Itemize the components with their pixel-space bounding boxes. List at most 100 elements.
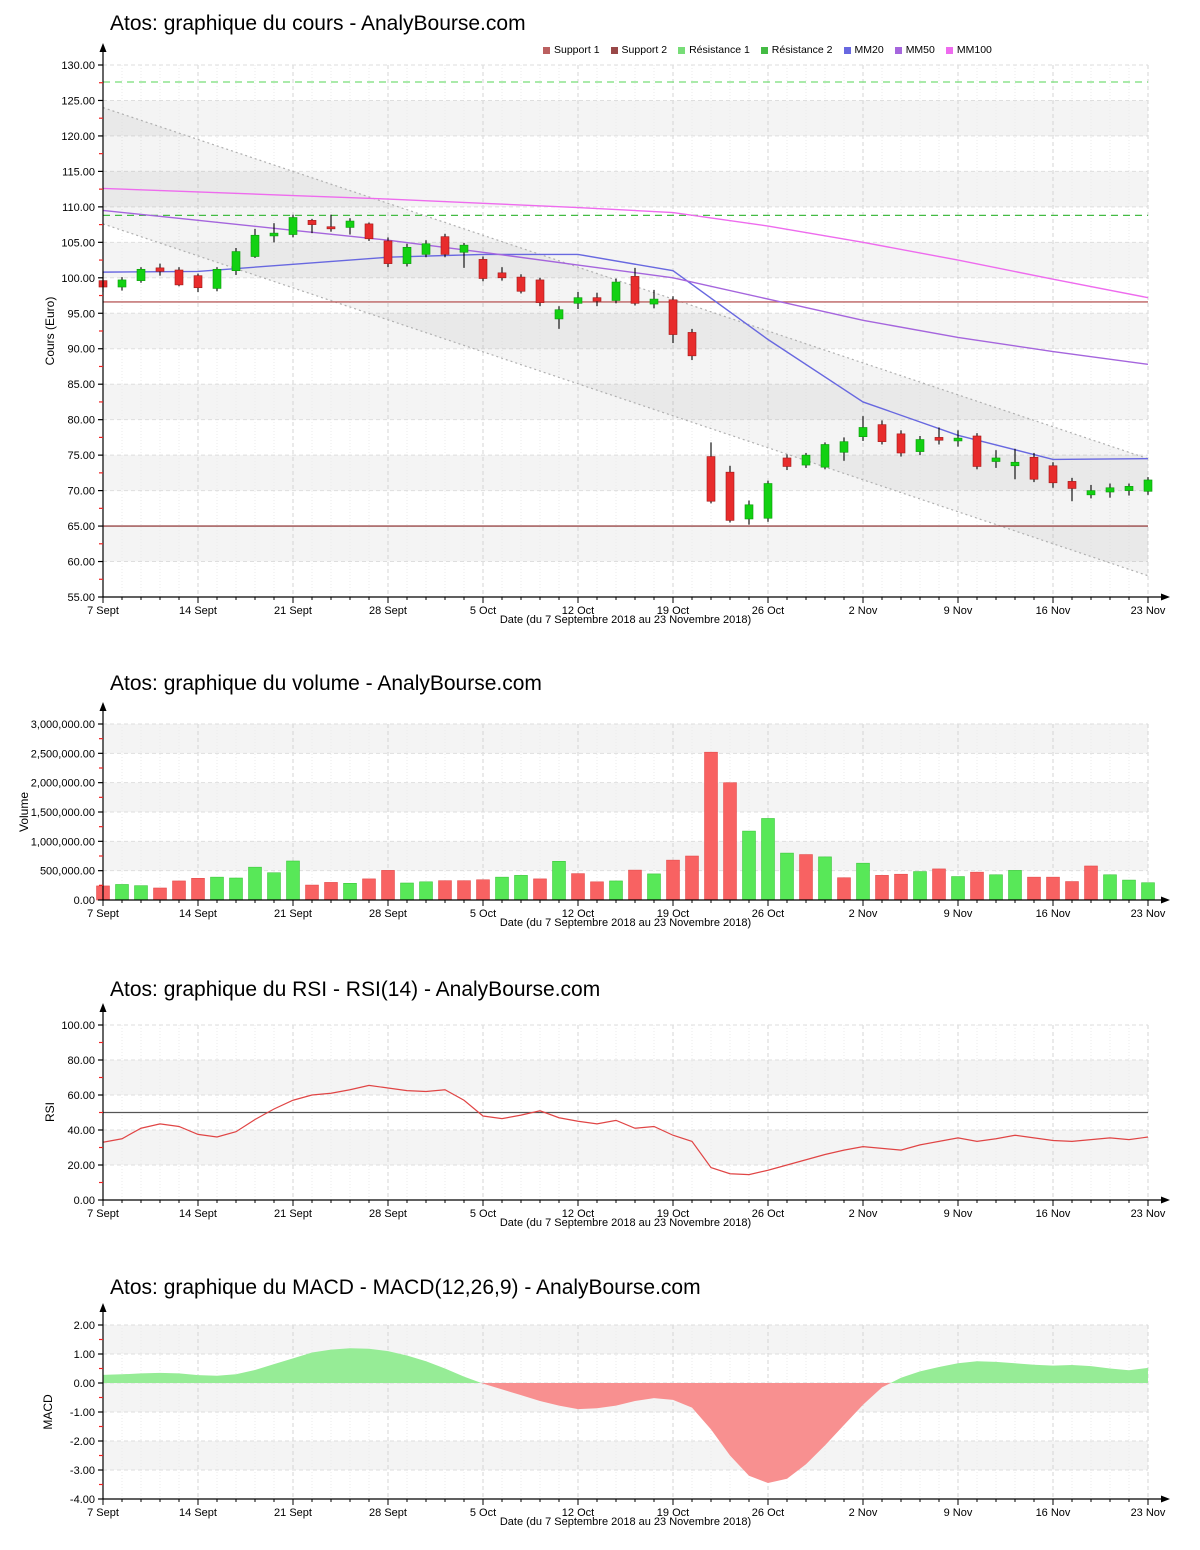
legend-item-mm20: MM20 [843,44,884,56]
legend-label: Résistance 2 [771,44,833,56]
svg-text:-2.00: -2.00 [70,1436,95,1448]
svg-text:7 Sept: 7 Sept [87,908,119,920]
svg-text:23 Nov: 23 Nov [1131,1507,1166,1519]
svg-text:5 Oct: 5 Oct [470,908,496,920]
macd-chart-title: Atos: graphique du MACD - MACD(12,26,9) … [110,1276,701,1299]
svg-text:65.00: 65.00 [67,521,95,533]
svg-text:130.00: 130.00 [61,60,95,72]
svg-text:7 Sept: 7 Sept [87,1208,119,1220]
svg-text:500,000.00: 500,000.00 [40,866,95,878]
svg-text:12 Oct: 12 Oct [562,1208,594,1220]
svg-text:70.00: 70.00 [67,486,95,498]
rsi-x-axis-caption: Date (du 7 Septembre 2018 au 23 Novembre… [499,1217,752,1229]
svg-text:28 Sept: 28 Sept [369,1208,407,1220]
svg-text:0.00: 0.00 [74,1378,95,1390]
svg-text:12 Oct: 12 Oct [562,908,594,920]
svg-text:75.00: 75.00 [67,450,95,462]
svg-text:14 Sept: 14 Sept [179,1507,217,1519]
svg-text:0.00: 0.00 [74,1195,95,1207]
svg-text:1,500,000.00: 1,500,000.00 [31,807,95,819]
svg-text:120.00: 120.00 [61,131,95,143]
svg-text:26 Oct: 26 Oct [752,1208,784,1220]
svg-text:19 Oct: 19 Oct [657,1507,689,1519]
svg-text:115.00: 115.00 [62,166,95,178]
volume-plot: 0.00 500,000.00 1,000,000.00 1,500,000.00 2,… [31,702,1170,920]
svg-text:16 Nov: 16 Nov [1036,1208,1071,1220]
svg-text:2 Nov: 2 Nov [849,605,878,617]
svg-text:21 Sept: 21 Sept [274,605,312,617]
svg-text:60.00: 60.00 [67,1090,95,1102]
support2-swatch-icon [610,46,618,54]
svg-text:60.00: 60.00 [67,557,95,569]
support1-swatch-icon [543,46,550,54]
legend-item-mm50: MM50 [894,44,935,56]
svg-text:21 Sept: 21 Sept [274,908,312,920]
svg-text:7 Sept: 7 Sept [87,605,119,617]
svg-text:14 Sept: 14 Sept [179,605,217,617]
mm20-swatch-icon [843,46,851,54]
legend-label: MM20 [854,44,884,56]
svg-text:-3.00: -3.00 [70,1465,95,1477]
svg-text:28 Sept: 28 Sept [369,1507,407,1519]
svg-text:23 Nov: 23 Nov [1131,605,1166,617]
resistance1-swatch-icon [678,46,686,54]
svg-text:26 Oct: 26 Oct [752,908,784,920]
svg-text:1.00: 1.00 [74,1349,95,1361]
legend-item-support2: Support 2 [610,44,667,56]
svg-text:19 Oct: 19 Oct [657,605,689,617]
svg-text:2,000,000.00: 2,000,000.00 [31,778,95,790]
svg-text:125.00: 125.00 [61,95,95,107]
svg-text:85.00: 85.00 [67,379,95,391]
svg-text:2 Nov: 2 Nov [849,908,878,920]
svg-text:28 Sept: 28 Sept [369,908,407,920]
svg-text:1,000,000.00: 1,000,000.00 [31,836,95,848]
svg-text:26 Oct: 26 Oct [752,1507,784,1519]
svg-text:12 Oct: 12 Oct [562,1507,594,1519]
svg-text:40.00: 40.00 [67,1125,95,1137]
volume-chart-title: Atos: graphique du volume - AnalyBourse.… [110,672,542,695]
svg-text:55.00: 55.00 [67,592,95,604]
svg-text:9 Nov: 9 Nov [944,605,973,617]
svg-text:14 Sept: 14 Sept [179,1208,217,1220]
svg-text:16 Nov: 16 Nov [1036,908,1071,920]
legend-label: MM50 [905,44,935,56]
svg-text:5 Oct: 5 Oct [470,1507,496,1519]
svg-text:80.00: 80.00 [67,415,95,427]
price-plot: 55.00 60.00 65.00 70.00 75.00 80.00 85.00 90.00… [61,43,1170,617]
svg-text:2 Nov: 2 Nov [849,1208,878,1220]
rsi-plot: 0.00 20.00 40.00 60.00 80.00 100.00 7 Sept 14 S… [61,1003,1170,1220]
svg-text:5 Oct: 5 Oct [470,605,496,617]
svg-text:95.00: 95.00 [67,308,95,320]
svg-text:9 Nov: 9 Nov [944,1208,973,1220]
svg-text:16 Nov: 16 Nov [1036,605,1071,617]
svg-text:23 Nov: 23 Nov [1131,908,1166,920]
svg-text:9 Nov: 9 Nov [944,1507,973,1519]
legend-item-support1: Support 1 [543,44,600,56]
svg-text:28 Sept: 28 Sept [369,605,407,617]
svg-text:-4.00: -4.00 [70,1494,95,1506]
svg-text:26 Oct: 26 Oct [752,605,784,617]
legend-item-resistance1: Résistance 1 [678,44,750,56]
svg-text:0.00: 0.00 [74,895,95,907]
svg-text:5 Oct: 5 Oct [470,1208,496,1220]
rsi-chart-title: Atos: graphique du RSI - RSI(14) - Analy… [110,978,601,1001]
legend-item-resistance2: Résistance 2 [760,44,833,56]
svg-text:23 Nov: 23 Nov [1131,1208,1166,1220]
svg-text:3,000,000.00: 3,000,000.00 [31,719,95,731]
legend-label: MM100 [956,44,992,56]
svg-text:19 Oct: 19 Oct [657,908,689,920]
svg-text:9 Nov: 9 Nov [944,908,973,920]
svg-text:80.00: 80.00 [67,1055,95,1067]
legend-item-mm100: MM100 [945,44,992,56]
mm100-swatch-icon [945,46,953,54]
svg-text:90.00: 90.00 [67,344,95,356]
volume-x-axis-caption: Date (du 7 Septembre 2018 au 23 Novembre… [499,917,752,929]
svg-text:105.00: 105.00 [61,237,95,249]
svg-text:2,500,000.00: 2,500,000.00 [31,748,95,760]
svg-text:20.00: 20.00 [67,1160,95,1172]
svg-text:-1.00: -1.00 [70,1407,95,1419]
svg-text:21 Sept: 21 Sept [274,1507,312,1519]
macd-x-axis-caption: Date (du 7 Septembre 2018 au 23 Novembre… [499,1516,752,1528]
